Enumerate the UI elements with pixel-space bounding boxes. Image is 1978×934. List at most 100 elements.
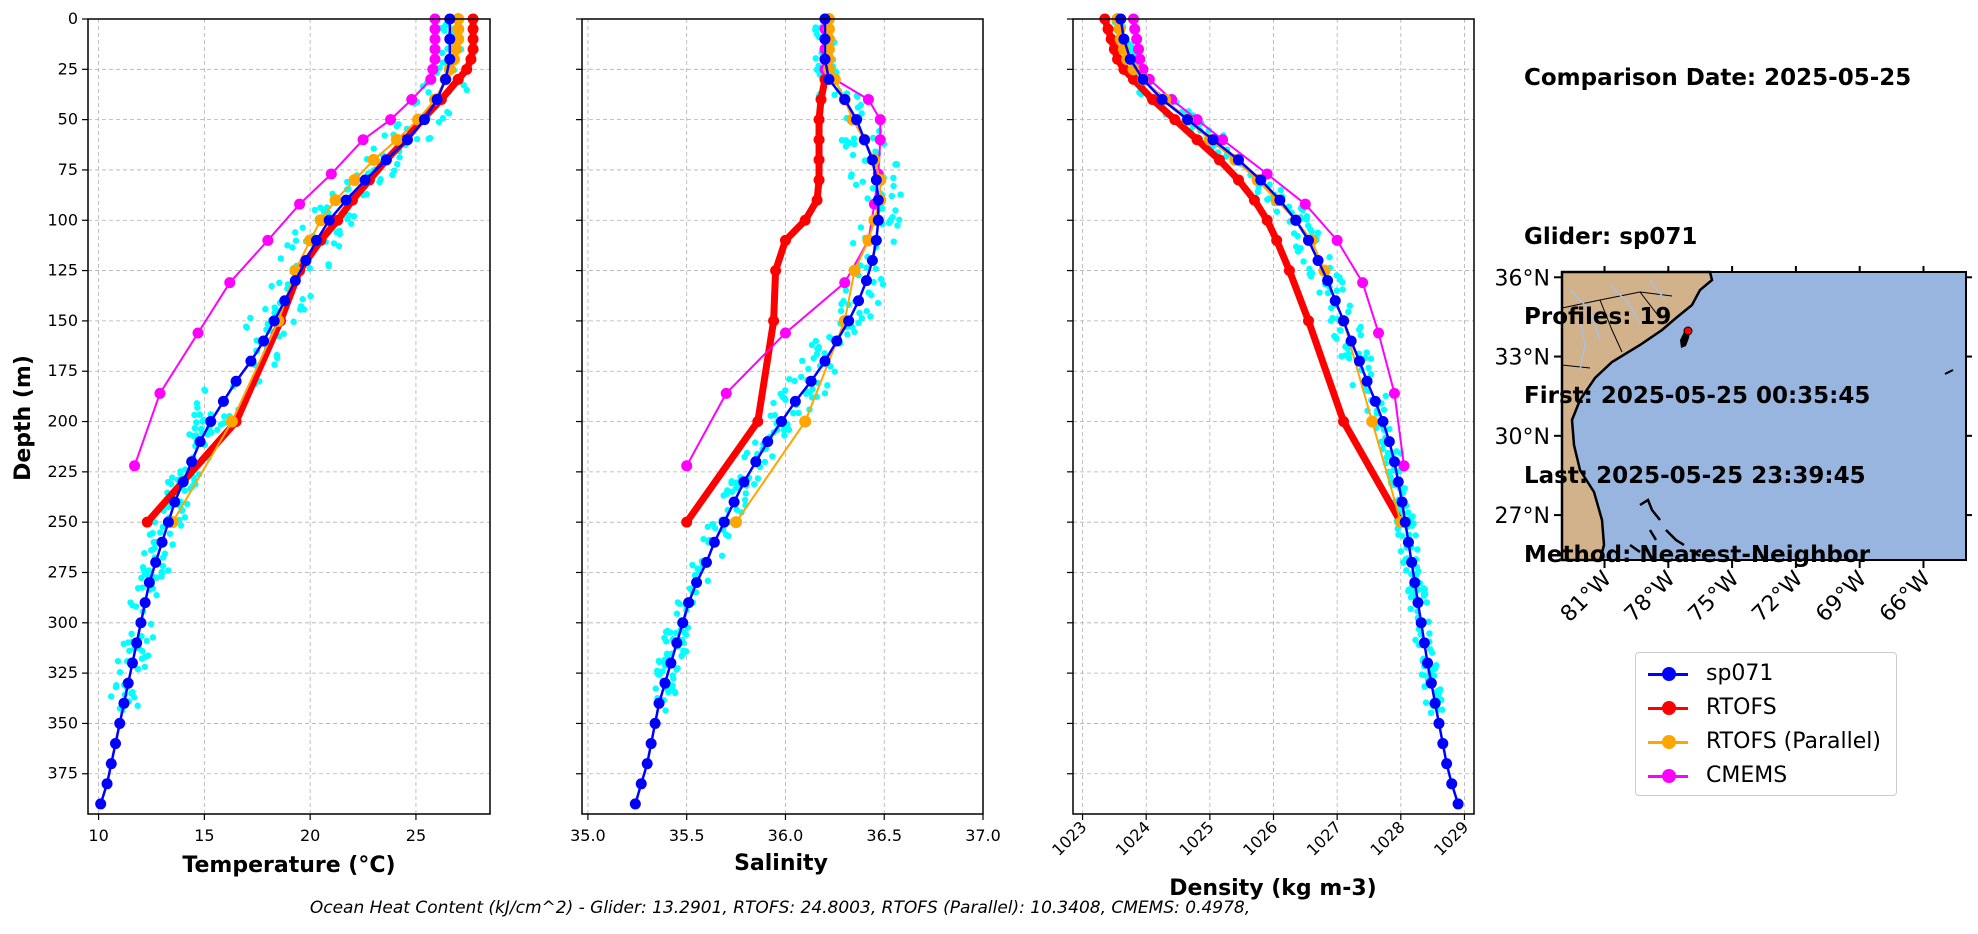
series-point	[708, 536, 720, 548]
map-lat-label: 36°N	[1495, 266, 1550, 291]
series-line	[634, 19, 880, 805]
series-point	[752, 416, 764, 428]
glider-obs-point	[426, 134, 434, 142]
glider-obs-point	[837, 307, 845, 315]
glider-obs-point	[166, 530, 174, 537]
series-point	[1422, 657, 1434, 669]
glider-obs-point	[799, 357, 806, 365]
series-line	[1132, 18, 1405, 466]
series-point	[186, 456, 198, 468]
glider-obs-point	[181, 487, 188, 494]
x-tick-label: 1029	[1430, 817, 1472, 859]
series-point	[385, 114, 397, 126]
glider-obs-point	[138, 574, 145, 582]
glider-obs-point	[132, 603, 140, 610]
glider-obs-point	[193, 400, 201, 407]
glider-obs-point	[311, 206, 319, 214]
series-point	[300, 255, 312, 267]
glider-obs-point	[1307, 226, 1314, 233]
glider-obs-point	[290, 318, 297, 325]
glider-obs-point	[733, 506, 740, 513]
series-point	[770, 265, 782, 277]
series-point	[217, 395, 229, 407]
series-point	[225, 415, 238, 428]
x-tick-label: 36.0	[768, 826, 804, 845]
y-tick-label: 125	[47, 261, 78, 280]
glider-obs-point	[147, 620, 155, 628]
glider-obs-point	[840, 297, 847, 305]
glider-obs-point	[855, 319, 862, 327]
series-cmems	[129, 13, 441, 472]
series-sp071	[629, 13, 884, 810]
series-point	[641, 758, 653, 770]
glider-obs-point	[821, 390, 829, 397]
map-rivers	[1569, 279, 1666, 371]
glider-obs-point	[864, 195, 871, 202]
series-point	[1415, 617, 1427, 629]
x-tick-label: 20	[300, 826, 320, 845]
series-point	[177, 476, 189, 488]
series-point	[1322, 275, 1334, 287]
x-tick-label: 35.5	[669, 826, 705, 845]
glider-obs-point	[1349, 381, 1356, 389]
x-tick-label: 15	[194, 826, 214, 845]
series-point	[700, 556, 712, 568]
series-point	[819, 355, 831, 367]
glider-obs-point	[741, 496, 749, 504]
y-tick-label: 275	[47, 562, 78, 581]
series-point	[831, 335, 843, 347]
glider-obs-point	[396, 154, 403, 161]
glider-obs-point	[831, 368, 838, 375]
series-point	[452, 23, 465, 36]
glider-obs-point	[1421, 590, 1429, 598]
profile-count: Profiles: 19	[1524, 303, 1672, 330]
glider-obs-point	[1336, 274, 1343, 281]
glider-obs-point	[149, 634, 157, 641]
series-point	[677, 617, 689, 629]
glider-obs-point	[847, 173, 855, 180]
glider-obs-point	[1412, 532, 1419, 539]
glider-obs-point	[849, 151, 857, 159]
series-point	[1437, 738, 1449, 750]
y-tick-label: 175	[47, 361, 78, 380]
series-point	[169, 496, 181, 508]
series-point	[194, 436, 206, 448]
series-sp071	[1115, 13, 1464, 810]
series-point	[1398, 460, 1410, 472]
glider-obs-point	[689, 561, 696, 569]
series-point	[1369, 395, 1381, 407]
series-point	[162, 516, 174, 528]
x-tick-label: 1023	[1048, 817, 1090, 859]
series-point	[1433, 717, 1445, 729]
series-point	[1406, 556, 1418, 568]
glider-obs-point	[165, 567, 172, 574]
glider-obs-point	[769, 453, 776, 460]
series-point	[799, 214, 811, 226]
density-panel: 1023 1024 1025 1026 1027 1028 1029	[1048, 13, 1475, 860]
glider-obs-point	[1410, 520, 1417, 527]
glider-obs-point	[107, 693, 115, 700]
y-tick-label: 225	[47, 462, 78, 481]
x-tick-label: 1028	[1366, 817, 1408, 859]
glider-obs-point	[130, 694, 138, 701]
glider-obs-point	[1405, 509, 1412, 516]
x-tick-label: 36.5	[866, 826, 902, 845]
series-point	[1366, 415, 1379, 428]
grid	[582, 18, 984, 814]
series-point	[1418, 637, 1430, 649]
series-line	[1119, 18, 1460, 805]
glider-obs-point	[892, 161, 899, 168]
glider-obs-point	[1294, 248, 1302, 255]
ylabel-depth: Depth (m)	[11, 355, 36, 481]
glider-obs-point	[1316, 289, 1323, 296]
series-point	[1137, 73, 1149, 85]
glider-obs-point	[330, 240, 338, 247]
glider-obs-point	[1277, 186, 1285, 194]
glider-obs-point	[767, 412, 774, 419]
glider-obs-point	[844, 331, 851, 338]
glider-obs-point	[1412, 636, 1419, 644]
glider-obs-point	[299, 224, 306, 231]
glider-location-map: 81°W 78°W 75°W 72°W 69°W 66°W36°N33°N30°N27°N	[1495, 266, 1972, 627]
series-point	[367, 153, 380, 166]
glider-obs-point	[126, 647, 133, 655]
